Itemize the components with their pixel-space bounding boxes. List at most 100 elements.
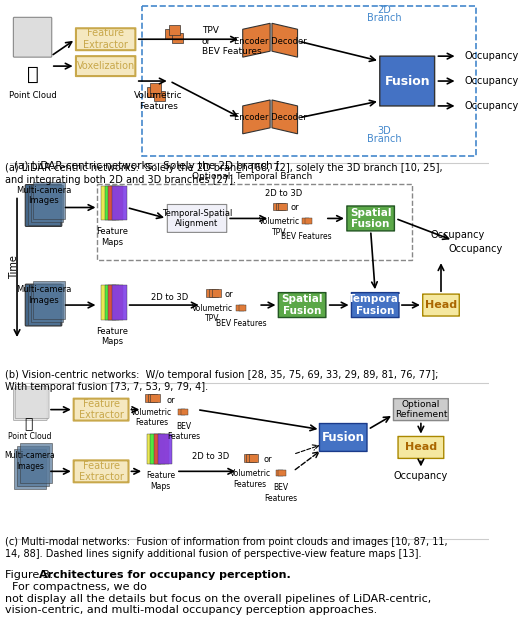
FancyBboxPatch shape: [167, 204, 227, 233]
FancyBboxPatch shape: [14, 389, 47, 420]
FancyBboxPatch shape: [14, 17, 52, 57]
Text: (a) LiDAR-centric networks:  Solely the 2D branch [: (a) LiDAR-centric networks: Solely the 2…: [14, 160, 280, 171]
Text: Volumetric
Features: Volumetric Features: [131, 408, 172, 427]
Text: or: or: [290, 203, 299, 213]
Bar: [278, 470, 286, 476]
Text: BEV Features: BEV Features: [215, 319, 266, 328]
Text: Volumetric
Features: Volumetric Features: [134, 91, 183, 111]
Bar: [112, 185, 127, 220]
Text: 2D to 3D: 2D to 3D: [265, 189, 302, 197]
Bar: [150, 435, 165, 465]
Text: (c) Multi-modal networks:  Fusion of information from point clouds and images [1: (c) Multi-modal networks: Fusion of info…: [5, 537, 448, 558]
Bar: [17, 447, 49, 486]
Bar: [181, 408, 188, 415]
Text: Branch: Branch: [367, 13, 402, 23]
FancyBboxPatch shape: [352, 293, 399, 318]
Bar: [236, 305, 244, 311]
Text: BEV Features: BEV Features: [281, 233, 332, 242]
Text: Occupancy: Occupancy: [465, 101, 519, 111]
Text: Time: Time: [9, 256, 19, 279]
Bar: [105, 285, 119, 320]
Text: or: or: [225, 290, 233, 299]
Text: Fusion: Fusion: [322, 431, 365, 444]
Bar: [108, 285, 123, 320]
Text: Volumetric
TPV: Volumetric TPV: [259, 217, 300, 237]
Bar: [158, 435, 172, 465]
Bar: [148, 394, 157, 402]
Text: Multi-camera
Images: Multi-camera Images: [16, 185, 71, 205]
Bar: [28, 188, 60, 226]
Bar: [278, 203, 288, 210]
Text: Volumetric
TPV: Volumetric TPV: [192, 304, 233, 323]
Text: Figure 3:: Figure 3:: [5, 570, 57, 580]
Polygon shape: [272, 23, 298, 57]
Text: Head: Head: [405, 442, 437, 452]
Text: Feature
Maps: Feature Maps: [96, 327, 128, 346]
Bar: [154, 435, 169, 465]
Text: Point Cloud: Point Cloud: [8, 431, 51, 440]
Text: (b) Vision-centric networks:  W/o temporal fusion [28, 35, 75, 69, 33, 29, 89, 8: (b) Vision-centric networks: W/o tempora…: [5, 370, 439, 392]
Text: BEV
Features: BEV Features: [167, 422, 200, 441]
FancyBboxPatch shape: [25, 185, 62, 226]
Text: 🔴: 🔴: [24, 417, 32, 431]
Text: Optional: Temporal Branch: Optional: Temporal Branch: [192, 172, 312, 181]
Text: Occupancy: Occupancy: [465, 51, 519, 61]
Polygon shape: [272, 100, 298, 134]
Text: or: or: [166, 396, 175, 404]
Text: Voxelization: Voxelization: [77, 61, 135, 71]
Text: Point Cloud: Point Cloud: [9, 91, 57, 100]
Bar: [34, 281, 66, 319]
Bar: [244, 454, 253, 463]
Text: Branch: Branch: [367, 134, 402, 144]
FancyBboxPatch shape: [320, 424, 367, 451]
Bar: [112, 285, 127, 320]
FancyBboxPatch shape: [74, 399, 128, 420]
Text: Occupancy: Occupancy: [449, 244, 503, 254]
Text: BEV
Features: BEV Features: [265, 483, 298, 503]
Bar: [169, 26, 180, 35]
Bar: [172, 33, 183, 43]
Text: Spatial
Fusion: Spatial Fusion: [281, 295, 323, 316]
FancyBboxPatch shape: [394, 399, 449, 420]
Text: Feature
Maps: Feature Maps: [146, 472, 175, 491]
Text: Spatial
Fusion: Spatial Fusion: [350, 208, 391, 229]
Bar: [276, 203, 285, 210]
Text: Feature
Maps: Feature Maps: [96, 227, 128, 247]
FancyBboxPatch shape: [380, 56, 434, 106]
Bar: [150, 394, 160, 402]
FancyBboxPatch shape: [76, 56, 135, 76]
Text: 3D: 3D: [377, 126, 391, 136]
Text: 2D to 3D: 2D to 3D: [192, 452, 230, 461]
FancyBboxPatch shape: [76, 28, 135, 50]
Text: Volumetric
Features: Volumetric Features: [230, 470, 270, 489]
FancyBboxPatch shape: [423, 294, 459, 316]
Text: For compactness, we do
not display all the details but focus on the overall pipe: For compactness, we do not display all t…: [5, 582, 431, 615]
Text: Encoder Decoder: Encoder Decoder: [234, 113, 307, 123]
Bar: [239, 305, 246, 311]
Text: Feature
Extractor: Feature Extractor: [79, 399, 124, 420]
Text: Multi-camera
Images: Multi-camera Images: [4, 451, 55, 471]
Text: Occupancy: Occupancy: [394, 472, 448, 481]
Bar: [209, 289, 218, 297]
Text: 🔴: 🔴: [27, 65, 38, 84]
Text: Occupancy: Occupancy: [431, 231, 485, 240]
Text: Feature
Extractor: Feature Extractor: [83, 28, 128, 50]
Bar: [178, 408, 185, 415]
Bar: [14, 449, 46, 489]
Text: Temporal-Spatial
Alignment: Temporal-Spatial Alignment: [162, 209, 232, 228]
Bar: [165, 29, 176, 39]
Text: Optional
Refinement: Optional Refinement: [395, 400, 447, 419]
FancyBboxPatch shape: [25, 284, 62, 326]
Bar: [34, 181, 66, 219]
Text: Temporal
Fusion: Temporal Fusion: [348, 295, 402, 316]
Text: (a) LiDAR-centric networks:  Solely the 2D branch [68, 72], solely the 3D branch: (a) LiDAR-centric networks: Solely the 2…: [5, 163, 443, 185]
Bar: [105, 185, 119, 220]
Bar: [150, 83, 161, 93]
Text: 2D to 3D: 2D to 3D: [151, 293, 188, 302]
Bar: [305, 219, 312, 224]
Bar: [212, 289, 221, 297]
FancyBboxPatch shape: [74, 460, 128, 482]
Bar: [101, 285, 116, 320]
Bar: [302, 219, 309, 224]
Bar: [154, 91, 165, 101]
